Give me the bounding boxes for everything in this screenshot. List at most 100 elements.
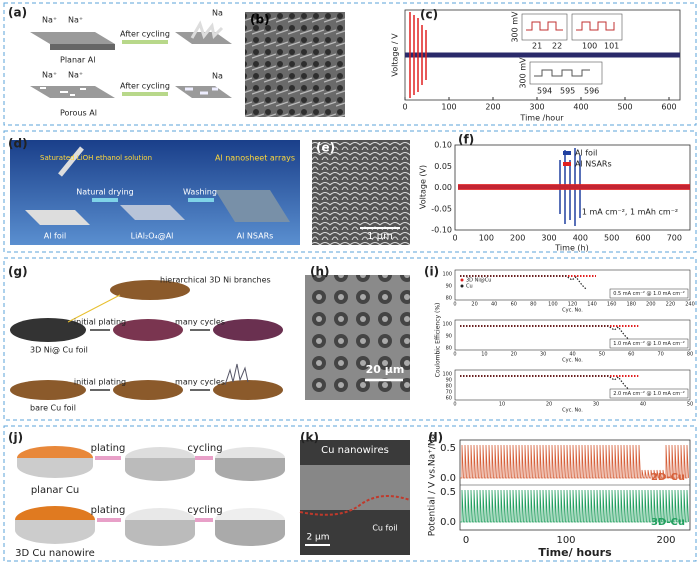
axes xyxy=(454,369,691,401)
row-frame xyxy=(3,2,697,126)
x-tick-label: 70 xyxy=(657,352,663,358)
x-tick-label: 500 xyxy=(604,234,619,243)
x-tick-label: 30 xyxy=(540,352,546,358)
label: Natural drying xyxy=(76,188,134,197)
axis-label: Time (h) xyxy=(554,244,588,253)
label: 3D Cu nanowire xyxy=(15,548,95,559)
x-tick-label: 140 xyxy=(587,302,597,308)
y-tick-label: 80 xyxy=(446,384,452,390)
x-tick-label: 10 xyxy=(481,352,487,358)
panel-label: (a) xyxy=(8,6,27,20)
sem-image xyxy=(312,140,410,245)
axis-label: Time/ hours xyxy=(538,546,612,559)
label: Planar Al xyxy=(60,56,95,65)
inset-label: 300 mV xyxy=(519,57,528,89)
disk xyxy=(125,520,195,546)
x-tick-label: 120 xyxy=(568,302,578,308)
legend-label: Al foil xyxy=(575,149,597,158)
arrow xyxy=(90,329,210,391)
x-tick-label: 40 xyxy=(569,352,575,358)
foil xyxy=(25,210,90,225)
x-tick-label: 100 xyxy=(441,103,456,112)
x-tick-label: 200 xyxy=(485,103,500,112)
inset-label: 300 mV xyxy=(511,11,520,43)
x-tick-label: 500 xyxy=(617,103,632,112)
y-tick-label: 90 xyxy=(446,378,452,384)
label: Na xyxy=(212,9,223,18)
series xyxy=(460,275,587,290)
label: Al nanosheet arrays xyxy=(215,154,295,163)
series xyxy=(460,375,629,390)
panel-g: (g) hierarchical 3D Ni branches 3D Ni@ C… xyxy=(8,265,283,413)
label: plating xyxy=(91,505,126,516)
arrow xyxy=(95,456,213,522)
x-tick-label: 0 xyxy=(452,234,457,243)
x-tick-label: 40 xyxy=(491,302,497,308)
axes xyxy=(454,269,691,301)
annotation-box xyxy=(609,388,689,399)
label: Na xyxy=(212,72,223,81)
x-tick-label: 100 xyxy=(479,234,494,243)
x-tick-label: 0 xyxy=(453,302,456,308)
signal xyxy=(460,444,689,479)
panel-label: (k) xyxy=(300,431,319,445)
inset-label: 595 xyxy=(560,87,575,96)
disk xyxy=(215,520,285,546)
axis-label: Voltage / V xyxy=(391,33,400,77)
disk xyxy=(110,280,190,300)
panel-label: (g) xyxy=(8,265,28,279)
inset-signal xyxy=(526,21,563,31)
disk xyxy=(215,458,285,481)
dendrite xyxy=(190,20,224,40)
y-tick-label: -0.05 xyxy=(431,204,452,213)
inset-label: 101 xyxy=(604,42,619,51)
inset-label: 22 xyxy=(552,42,562,51)
x-tick-label: 400 xyxy=(573,234,588,243)
series xyxy=(460,325,629,340)
signal xyxy=(460,489,689,523)
x-tick-label: 240 xyxy=(685,302,695,308)
x-tick-label: 200 xyxy=(510,234,525,243)
panel-c: (c) Voltage / V Time /hour 300 mV 21 22 … xyxy=(391,8,681,123)
legend-label: Cu xyxy=(466,284,473,290)
inset-signal xyxy=(534,69,590,77)
y-tick-label: 90 xyxy=(446,284,452,290)
inset-label: 100 xyxy=(582,42,597,51)
y-tick-label: 90 xyxy=(446,334,452,340)
inset-label: 21 xyxy=(532,42,542,51)
y-tick-label: 100 xyxy=(442,372,452,378)
label: planar Cu xyxy=(31,485,79,496)
x-tick-label: 80 xyxy=(687,352,693,358)
inset-label: 594 xyxy=(537,87,552,96)
y-tick-label: 80 xyxy=(446,346,452,352)
slab xyxy=(30,32,115,44)
x-tick-label: 160 xyxy=(607,302,617,308)
x-axis-label: Cyc. No. xyxy=(562,358,583,364)
label: bare Cu foil xyxy=(30,404,76,413)
panel-label: (b) xyxy=(250,13,270,27)
x-tick-label: 50 xyxy=(687,402,693,408)
label: initial plating xyxy=(74,318,126,327)
x-tick-label: 40 xyxy=(640,402,646,408)
label: cycling xyxy=(187,443,222,454)
label: 3D Ni@ Cu foil xyxy=(30,346,88,355)
signal xyxy=(409,12,427,98)
annotation-box xyxy=(609,338,689,349)
axis-label: Time /hour xyxy=(519,114,564,123)
annotation: 1.0 mA cm⁻² @ 1.0 mA cm⁻² xyxy=(613,341,685,347)
label: After cycling xyxy=(120,82,170,91)
slab xyxy=(50,44,115,50)
y-tick-label: 100 xyxy=(442,322,452,328)
x-tick-label: 0 xyxy=(453,402,456,408)
x-tick-label: 100 xyxy=(556,535,575,546)
x-tick-label: 200 xyxy=(646,302,656,308)
x-tick-label: 60 xyxy=(628,352,634,358)
y-tick-label: 100 xyxy=(442,272,452,278)
y-tick-label: 0.05 xyxy=(434,162,452,171)
series-label: 2D-Cu xyxy=(651,472,685,483)
sem-image xyxy=(245,12,345,117)
axis-label: Potential / V vs.Na⁺/Na xyxy=(428,434,438,536)
disk xyxy=(125,458,195,481)
